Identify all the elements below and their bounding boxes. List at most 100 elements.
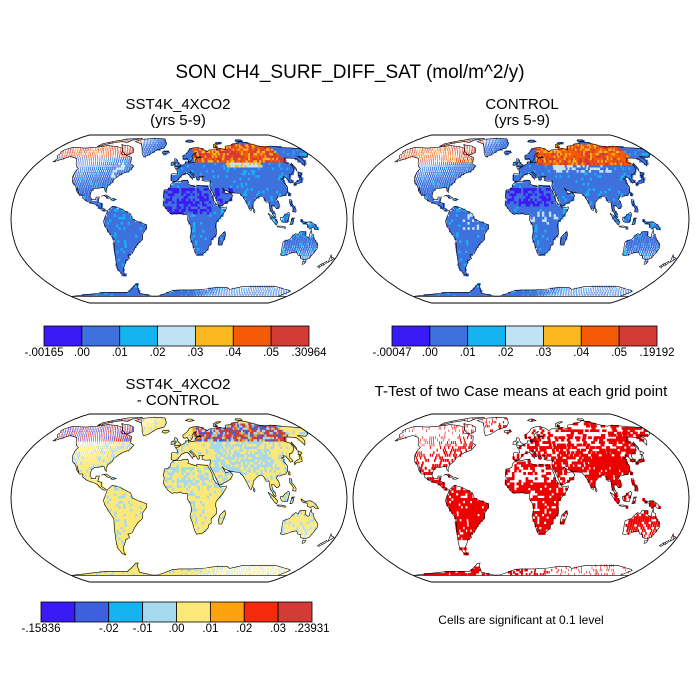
- colorbar-tick-label: .01: [111, 347, 128, 359]
- panel3-colorbar: [40, 601, 313, 623]
- colorbar-tick-label: .02: [497, 347, 514, 359]
- coastline-hokkaido: [297, 171, 303, 176]
- coastline-cuba: [101, 473, 112, 478]
- coastline-africa: [162, 458, 227, 535]
- coastline-europe-asia: [170, 420, 309, 498]
- coastline-sumatra: [609, 213, 621, 226]
- colorbar-swatch: [119, 325, 158, 347]
- coastline-sakhalin: [632, 441, 640, 451]
- colorbar-swatch: [81, 325, 121, 347]
- map-border: [352, 413, 690, 583]
- coastline-tasmania: [301, 540, 307, 544]
- panel1-title-line1: SST4K_4XCO2: [125, 96, 231, 113]
- coastline-new-zealand-s: [658, 261, 670, 268]
- colorbar-tick-label: -.00165: [24, 347, 64, 359]
- coastline-svalbard: [526, 418, 537, 422]
- coastline-tasmania: [301, 261, 307, 265]
- coastline-new-guinea: [300, 219, 319, 231]
- coastline-hispaniola: [109, 197, 118, 201]
- coastline-taiwan: [288, 471, 291, 476]
- panel1-colorbar-labels: -.00165 .00 .01 .02 .03 .04 .05 .30964: [24, 346, 326, 362]
- map-border: [10, 134, 348, 304]
- coastline-new-zealand-n: [327, 532, 335, 542]
- coastline-philippines: [288, 478, 297, 492]
- coastline-novaya-zemlya: [555, 142, 563, 148]
- colorbar-swatch: [195, 325, 234, 347]
- colorbar-tick-label: .19192: [639, 347, 675, 359]
- coastline-severnaya: [576, 418, 585, 421]
- coastline-africa: [162, 179, 227, 256]
- colorbar-swatch: [505, 325, 544, 347]
- coastline-philippines: [630, 478, 639, 492]
- coastline-britain: [516, 437, 523, 447]
- coastline-severnaya: [234, 418, 243, 421]
- coastline-sulawesi: [631, 217, 638, 225]
- coastline-japan: [293, 454, 303, 466]
- coastline-canadian-isles: [439, 138, 485, 147]
- colorbar-tick-label: .04: [573, 347, 590, 359]
- coastline-cuba: [443, 473, 454, 478]
- coastline-australia: [280, 508, 319, 539]
- colorbar-tick-label: .05: [611, 347, 628, 359]
- coastline-java: [276, 504, 286, 508]
- colorbar-tick-label: .03: [187, 347, 204, 359]
- panel2-colorbar: [391, 325, 658, 347]
- coastline-ireland: [170, 161, 175, 166]
- panel2-colorbar-labels: -.00047 .00 .01 .02 .03 .04 .05 .19192: [372, 346, 674, 362]
- colorbar-tick-label: .30964: [291, 347, 327, 359]
- colorbar-swatch: [209, 601, 245, 623]
- coastline-svalbard: [184, 139, 195, 143]
- coastline-new-zealand-n: [669, 253, 677, 263]
- coastline-madagascar: [218, 509, 226, 525]
- coastline-sakhalin: [290, 441, 298, 451]
- coastline-canadian-isles: [97, 417, 143, 426]
- panel1-colorbar: [43, 325, 310, 347]
- coastline-new-zealand-n: [669, 532, 677, 542]
- main-title: SON CH4_SURF_DIFF_SAT (mol/m^2/y): [175, 62, 525, 83]
- coastline-hispaniola: [451, 197, 460, 201]
- coastline-south-america: [103, 485, 147, 556]
- coastline-scandinavia-gulf-fix: [187, 430, 202, 443]
- coastline-tasmania: [643, 540, 649, 544]
- colorbar-swatch: [429, 325, 469, 347]
- colorbar-swatch: [467, 325, 506, 347]
- colorbar-swatch: [391, 325, 431, 347]
- colorbar-swatch: [232, 325, 272, 347]
- coastline-japan: [635, 454, 645, 466]
- coastline-sulawesi: [289, 496, 296, 504]
- coastline-novaya-zemlya: [213, 421, 221, 427]
- coastline-greenland: [476, 137, 509, 158]
- coastline-north-america: [394, 145, 477, 212]
- coastline-scandinavia-gulf-fix: [529, 151, 544, 164]
- coastline-sri-lanka: [594, 486, 598, 493]
- coastline-iceland: [161, 429, 170, 434]
- coastline-new-zealand-s: [316, 540, 328, 547]
- colorbar-tick-label: .00: [421, 347, 438, 359]
- coastline-sri-lanka: [252, 486, 256, 493]
- coastline-sumatra: [267, 213, 279, 226]
- coastline-antarctica: [413, 283, 633, 297]
- coastline-africa: [504, 179, 569, 256]
- map-border: [10, 413, 348, 583]
- coastline-taiwan: [630, 192, 633, 197]
- colorbar-swatch: [543, 325, 582, 347]
- coastline-hispaniola: [109, 476, 118, 480]
- coastline-ireland: [170, 440, 175, 445]
- coastline-ireland: [512, 161, 517, 166]
- significance-note: Cells are significant at 0.1 level: [438, 613, 604, 627]
- coastline-antarctica: [413, 562, 633, 576]
- coastline-borneo: [622, 490, 633, 502]
- coastline-britain: [174, 437, 181, 447]
- coastline-sri-lanka: [594, 207, 598, 214]
- colorbar-swatch: [277, 601, 313, 623]
- coastline-new-guinea: [642, 219, 661, 231]
- coastline-baffin: [121, 144, 134, 156]
- coastline-svalbard: [184, 418, 195, 422]
- coastline-antarctica: [71, 283, 291, 297]
- panel4-title-line1: T-Test of two Case means at each grid po…: [374, 383, 668, 400]
- coastline-south-america: [445, 485, 489, 556]
- coastline-svalbard: [526, 139, 537, 143]
- coastline-java: [276, 225, 286, 229]
- coastline-novaya-zemlya: [213, 142, 221, 148]
- coastline-new-guinea: [642, 498, 661, 510]
